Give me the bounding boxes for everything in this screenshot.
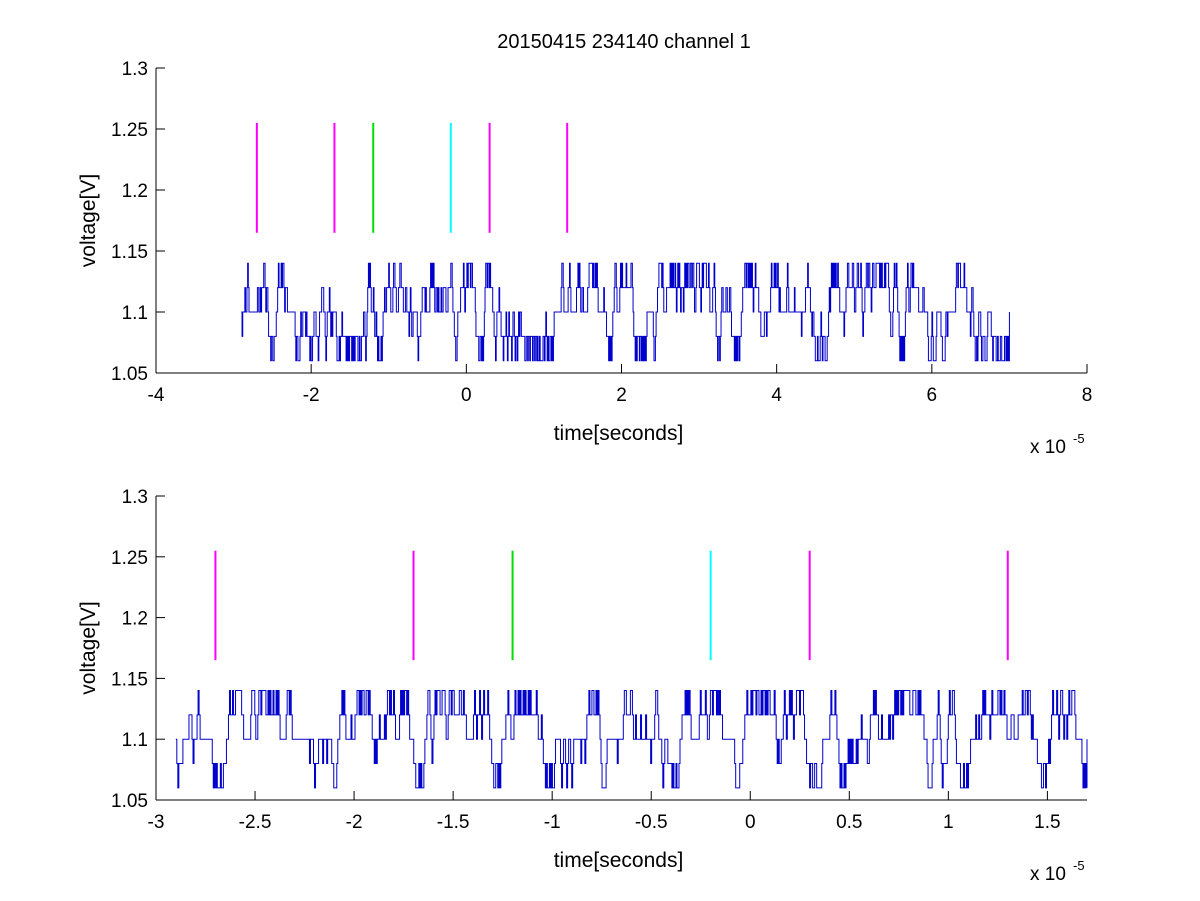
y-tick-label: 1.2	[122, 609, 148, 630]
y-tick-label: 1.3	[122, 59, 148, 80]
x-tick-label: 0	[745, 812, 756, 833]
x-exponent-superscript: -5	[1073, 431, 1085, 446]
y-axis-label: voltage[V]	[77, 174, 100, 267]
x-exponent-label: x 10	[1030, 437, 1066, 458]
x-tick-label: 8	[1082, 385, 1093, 406]
x-tick-label: -2	[346, 812, 363, 833]
x-exponent-label: x 10	[1030, 864, 1066, 885]
y-tick-label: 1.05	[111, 364, 148, 385]
x-tick-label: -2	[303, 385, 320, 406]
x-tick-label: 4	[771, 385, 782, 406]
x-tick-label: -1.5	[437, 812, 470, 833]
y-tick-label: 1.1	[122, 303, 148, 324]
signal-trace	[175, 690, 1088, 789]
top-axes-panel: -4 -2 0 2 4 6 8 1.05 1.1 1.15 1.2 1.25 1.3 time[secon…	[77, 59, 1092, 458]
y-tick-label: 1.25	[111, 548, 148, 569]
x-tick-label: 0	[461, 385, 472, 406]
x-tick-label: 6	[927, 385, 938, 406]
x-tick-label: 1	[943, 812, 954, 833]
bottom-axes-panel: -3 -2.5 -2 -1.5 -1 -0.5 0 0.5 1 1.5 1.05 1.1 1.15 1.2…	[77, 487, 1088, 885]
x-tick-label: 1.5	[1034, 812, 1060, 833]
x-tick-label: -2.5	[239, 812, 272, 833]
x-tick-label: 2	[616, 385, 627, 406]
x-axis-label: time[seconds]	[554, 422, 684, 445]
chart-title: 20150415 234140 channel 1	[497, 31, 751, 53]
y-axis-label: voltage[V]	[77, 601, 100, 694]
y-tick-label: 1.05	[111, 791, 148, 812]
y-tick-label: 1.2	[122, 181, 148, 202]
x-tick-label: -3	[148, 812, 165, 833]
x-tick-label: -4	[148, 385, 165, 406]
x-tick-label: -1	[544, 812, 561, 833]
signal-trace	[241, 262, 1010, 362]
y-tick-label: 1.25	[111, 120, 148, 141]
y-tick-label: 1.15	[111, 242, 148, 263]
x-tick-label: -0.5	[635, 812, 668, 833]
x-axis-label: time[seconds]	[554, 849, 684, 872]
y-tick-label: 1.1	[122, 730, 148, 751]
x-tick-label: 0.5	[836, 812, 862, 833]
y-tick-label: 1.3	[122, 487, 148, 508]
x-exponent-superscript: -5	[1073, 858, 1085, 873]
y-tick-label: 1.15	[111, 669, 148, 690]
